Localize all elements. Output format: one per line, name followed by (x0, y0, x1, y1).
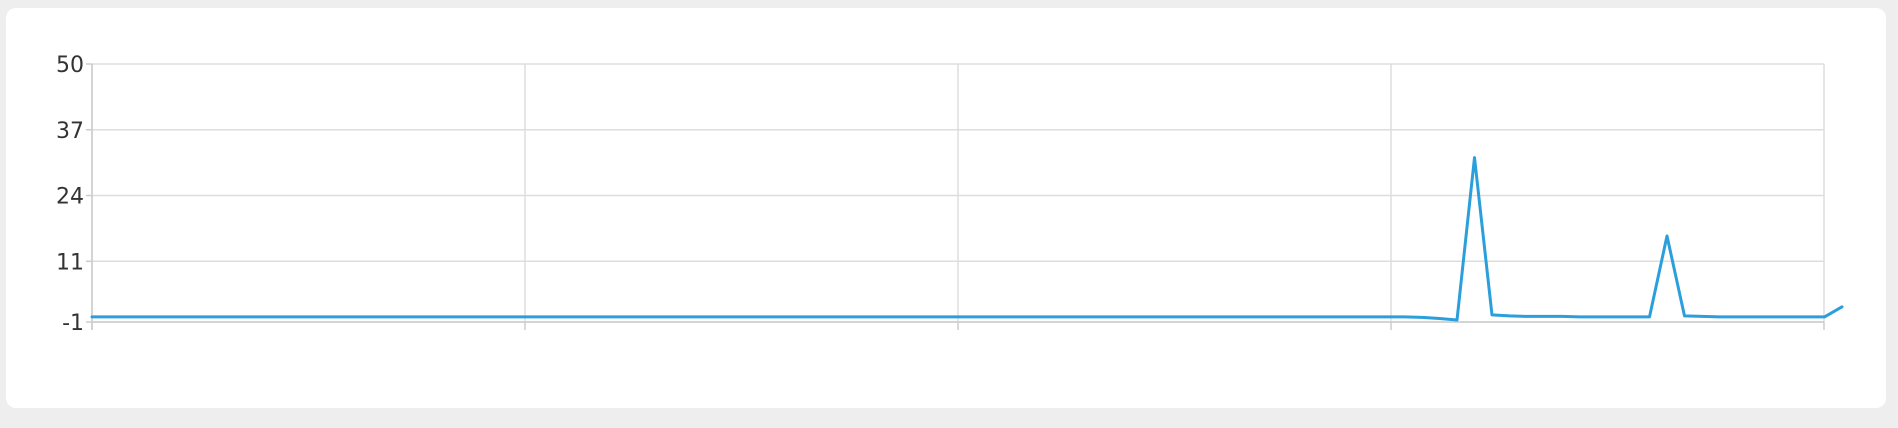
line-chart: 50 37 24 11 -1 (56, 53, 1844, 336)
y-tick-labels: 50 37 24 11 -1 (56, 53, 84, 336)
y-tick-label: -1 (62, 311, 84, 336)
grid-layer (91, 63, 1825, 323)
series-line (90, 156, 1844, 322)
y-tick-label: 24 (56, 185, 84, 210)
y-tick-label: 50 (56, 53, 84, 78)
chart-card: 50 37 24 11 -1 (6, 8, 1886, 408)
y-tick-label: 37 (56, 119, 84, 144)
y-tick-label: 11 (56, 250, 84, 275)
axis-layer (86, 63, 1825, 330)
series-layer (90, 156, 1844, 322)
